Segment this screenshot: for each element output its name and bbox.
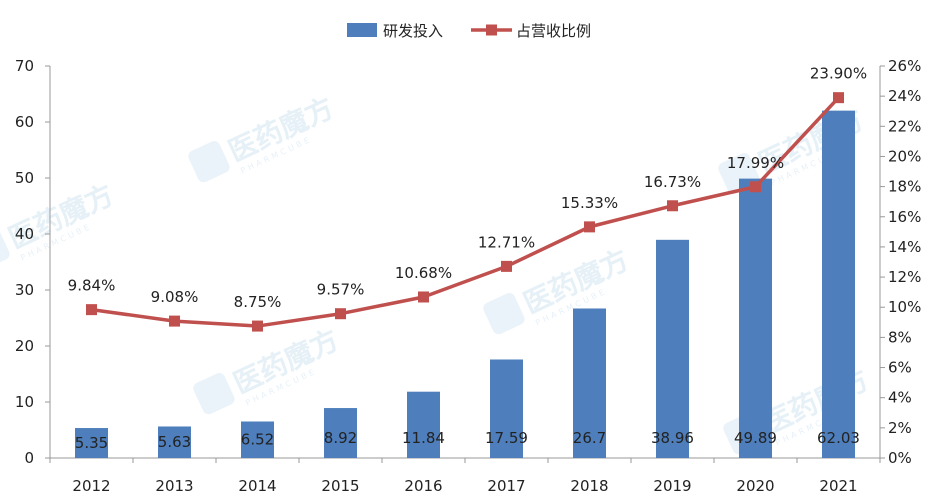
bar (324, 408, 357, 458)
line-data-label: 17.99% (727, 154, 784, 172)
left-tick-label: 60 (15, 113, 34, 131)
x-tick-label: 2017 (487, 477, 525, 495)
line-data-label: 9.84% (68, 277, 116, 295)
line-marker (584, 221, 595, 233)
watermark-logo-icon (483, 293, 525, 335)
bar (75, 428, 108, 458)
line-marker (667, 200, 678, 212)
right-tick-label: 0% (888, 449, 912, 467)
line-marker (750, 181, 761, 193)
watermark-logo-icon (193, 373, 235, 415)
line-data-label: 9.57% (317, 281, 365, 299)
left-tick-label: 40 (15, 225, 34, 243)
x-tick-label: 2012 (72, 477, 110, 495)
line-marker (501, 260, 512, 272)
x-tick-label: 2015 (321, 477, 359, 495)
bar (490, 359, 523, 458)
right-tick-label: 18% (888, 178, 921, 196)
legend-line-label: 占营收比例 (516, 22, 591, 40)
right-tick-label: 12% (888, 268, 921, 286)
right-tick-label: 2% (888, 419, 912, 437)
right-tick-label: 16% (888, 208, 921, 226)
left-tick-label: 20 (15, 337, 34, 355)
axes: 0 10 20 30 40 50 60 70 0% 2% 4% 6% 8% 10% 12% 14% 16% 18%… (15, 57, 921, 495)
left-tick-label: 70 (15, 57, 34, 75)
bar-data-label: 38.96 (651, 429, 694, 447)
line-data-label: 8.75% (234, 293, 282, 311)
legend: 研发投入 占营收比例 (347, 22, 591, 40)
line-marker (252, 320, 263, 332)
right-tick-label: 10% (888, 298, 921, 316)
left-tick-label: 50 (15, 169, 34, 187)
bar-data-label: 8.92 (324, 429, 357, 447)
line-marker (169, 315, 180, 327)
ratio-line (91, 96, 840, 328)
line-marker (86, 304, 97, 316)
legend-bar-label: 研发投入 (383, 22, 443, 40)
line-data-label: 23.90% (810, 65, 867, 83)
line-series (86, 92, 844, 332)
bar (573, 308, 606, 458)
bar (822, 110, 855, 458)
line-data-label: 16.73% (644, 173, 701, 191)
legend-bar-swatch (347, 23, 377, 37)
right-tick-label: 8% (888, 328, 912, 346)
line-marker (418, 291, 429, 303)
right-tick-label: 22% (888, 117, 921, 135)
x-tick-label: 2014 (238, 477, 276, 495)
legend-line-marker (486, 24, 497, 36)
bar (407, 391, 440, 458)
bar-data-label: 5.35 (75, 434, 108, 452)
line-data-label: 15.33% (561, 194, 618, 212)
data-labels: 5.35 5.63 6.52 8.92 11.84 17.59 26.7 38.96 49.89… (68, 65, 867, 452)
line-marker (833, 92, 844, 104)
left-tick-label: 0 (24, 449, 34, 467)
right-tick-label: 6% (888, 359, 912, 377)
left-tick-label: 30 (15, 281, 34, 299)
x-tick-label: 2019 (653, 477, 691, 495)
bar-data-label: 11.84 (402, 429, 445, 447)
bar-series (75, 110, 855, 458)
right-tick-label: 26% (888, 57, 921, 75)
right-tick-label: 4% (888, 389, 912, 407)
bar-data-label: 62.03 (817, 429, 860, 447)
line-marker (335, 308, 346, 320)
bar (241, 421, 274, 458)
bar-data-label: 17.59 (485, 429, 528, 447)
bar-data-label: 6.52 (241, 431, 274, 449)
right-tick-label: 24% (888, 87, 921, 105)
x-tick-label: 2021 (819, 477, 857, 495)
bar-data-label: 49.89 (734, 429, 777, 447)
bar-data-label: 26.7 (573, 429, 606, 447)
left-tick-label: 10 (15, 393, 34, 411)
right-tick-label: 14% (888, 238, 921, 256)
line-data-label: 10.68% (395, 264, 452, 282)
bar (656, 239, 689, 458)
x-tick-label: 2018 (570, 477, 608, 495)
x-tick-label: 2020 (736, 477, 774, 495)
watermark-logo-icon (188, 141, 230, 183)
bar (158, 426, 191, 458)
right-tick-label: 20% (888, 147, 921, 165)
x-tick-label: 2013 (155, 477, 193, 495)
line-data-label: 9.08% (151, 288, 199, 306)
line-data-label: 12.71% (478, 233, 535, 251)
x-tick-label: 2016 (404, 477, 442, 495)
bar-data-label: 5.63 (158, 433, 191, 451)
bar (739, 178, 772, 458)
